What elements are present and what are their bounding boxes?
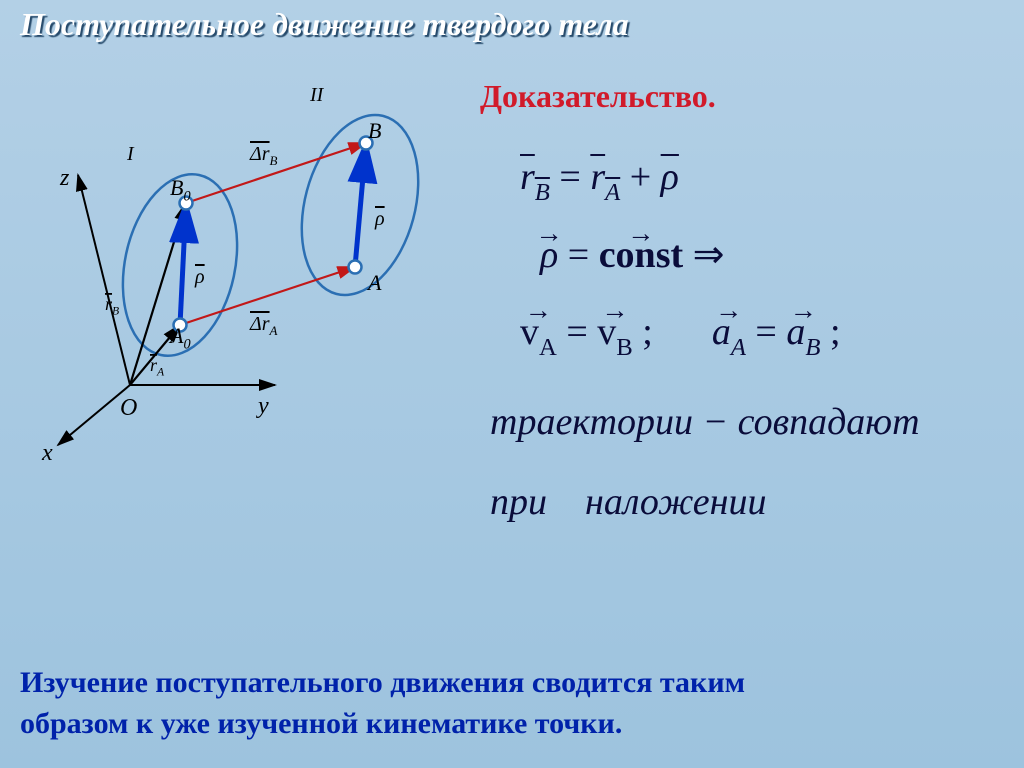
proof-heading: Доказательство.	[480, 78, 716, 115]
equation-4: траектории − совпадают	[490, 400, 920, 444]
footer-text: Изучение поступательного движения сводит…	[20, 663, 1004, 744]
equation-1: rB = rA + ρ	[520, 155, 679, 205]
equation-2: ρ = const ⇒	[540, 232, 724, 277]
slide: Поступательное движение твердого тела До…	[0, 0, 1024, 768]
svg-text:O: O	[120, 395, 137, 421]
svg-text:x: x	[41, 440, 53, 466]
svg-text:B: B	[368, 118, 381, 143]
const-vec: const	[599, 233, 683, 277]
diagram: OxyzA0B0ABIIIρρΔrAΔrBrArB	[10, 75, 440, 480]
rA-sym: rA	[590, 156, 620, 198]
aB-vec: aB	[786, 310, 820, 360]
svg-text:I: I	[126, 143, 135, 165]
aA-vec: aA	[712, 310, 746, 360]
svg-text:A: A	[366, 270, 382, 295]
svg-text:ρ: ρ	[194, 266, 205, 288]
svg-text:z: z	[59, 165, 70, 191]
svg-text:II: II	[309, 84, 325, 106]
svg-text:rB: rB	[105, 294, 119, 318]
diagram-svg: OxyzA0B0ABIIIρρΔrAΔrBrArB	[10, 75, 440, 475]
vB-vec: vB	[597, 310, 632, 360]
slide-title: Поступательное движение твердого тела	[20, 6, 629, 43]
svg-text:ΔrA: ΔrA	[249, 313, 278, 338]
svg-text:ΔrB: ΔrB	[249, 143, 278, 168]
rB-sym: rB	[520, 156, 550, 198]
rho-vec: ρ	[540, 233, 558, 277]
vA-vec: vA	[520, 310, 557, 360]
svg-text:ρ: ρ	[374, 208, 385, 230]
rho-sym: ρ	[661, 156, 679, 198]
equation-5: при наложении	[490, 480, 767, 524]
svg-text:y: y	[256, 393, 269, 419]
equation-3: vA = vB ; aA = aB ;	[520, 310, 841, 360]
svg-text:rA: rA	[150, 355, 165, 379]
